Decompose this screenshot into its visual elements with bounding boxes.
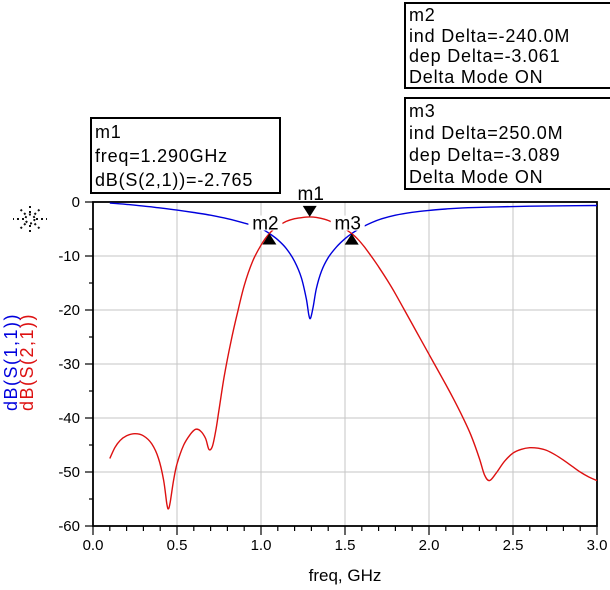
plot-frame — [92, 201, 598, 527]
marker-label-bg — [330, 215, 365, 231]
marker-readout-line: m2 — [409, 5, 436, 25]
marker-m2-triangle-icon[interactable] — [262, 233, 277, 245]
marker-m3-label: m3 — [335, 214, 361, 235]
marker-readout-line: dB(S(2,1))=-2.765 — [95, 170, 254, 190]
marker-m3-triangle-icon[interactable] — [344, 233, 359, 245]
marker-readout-line: ind Delta=-240.0M — [409, 25, 571, 46]
x-tick-label: 1.0 — [251, 537, 272, 554]
sparkle-rays — [13, 204, 47, 235]
y-tick-label: -20 — [58, 302, 80, 319]
marker-readout-line: dep Delta=-3.089 — [409, 145, 561, 165]
marker-m2[interactable]: m2 — [248, 213, 283, 245]
marker-m1-label: m1 — [298, 184, 324, 205]
marker-readout-m1[interactable]: m1 freq=1.290GHz dB(S(2,1))=-2.765 — [90, 117, 281, 194]
marker-m3[interactable]: m3 — [330, 214, 365, 245]
tick-labels: 0.0 0.5 1.0 1.5 2.0 2.5 3.0 0 -10 -20 -30 -40 -50 -60 — [58, 194, 607, 554]
x-tick-label: 3.0 — [587, 537, 608, 554]
marker-readout-line: Delta Mode ON — [409, 66, 544, 87]
marker-label-bg — [248, 215, 283, 231]
marker-m1[interactable]: m1 — [293, 184, 328, 217]
sparkle-icon[interactable] — [9, 198, 51, 240]
curve-dB(S(2,1)) — [109, 216, 598, 510]
marker-readout-line: m1 — [95, 122, 122, 142]
gridlines — [93, 202, 597, 526]
axis-ticks — [85, 201, 598, 535]
marker-readout-m2[interactable]: m2 ind Delta=-240.0M dep Delta=-3.061 De… — [404, 2, 610, 89]
y-tick-label: -40 — [58, 410, 80, 427]
marker-readout-line: freq=1.290GHz — [95, 146, 228, 166]
y-tick-label: -50 — [58, 464, 80, 481]
y-tick-label: -30 — [58, 356, 80, 373]
y-tick-label: -60 — [58, 518, 80, 535]
x-tick-label: 2.0 — [419, 537, 440, 554]
x-axis-title: freq, GHz — [308, 566, 382, 585]
marker-readout-m3[interactable]: m3 ind Delta=250.0M dep Delta=-3.089 Del… — [404, 97, 610, 190]
marker-readout-line: dep Delta=-3.061 — [409, 46, 561, 66]
y-tick-label: 0 — [72, 194, 80, 211]
y-tick-label: -10 — [58, 248, 80, 265]
marker-m2-label: m2 — [252, 213, 278, 234]
marker-label-bg — [293, 185, 328, 201]
x-tick-label: 0.5 — [167, 537, 188, 554]
marker-readout-line: ind Delta=250.0M — [409, 123, 564, 143]
marker-readout-line: Delta Mode ON — [409, 167, 544, 187]
marker-readout-line: m3 — [409, 101, 436, 121]
curve-dB(S(1,1)) — [109, 202, 598, 320]
x-tick-label: 2.5 — [503, 537, 524, 554]
x-tick-label: 1.5 — [335, 537, 356, 554]
x-tick-label: 0.0 — [83, 537, 104, 554]
marker-m1-triangle-icon[interactable] — [302, 205, 317, 217]
